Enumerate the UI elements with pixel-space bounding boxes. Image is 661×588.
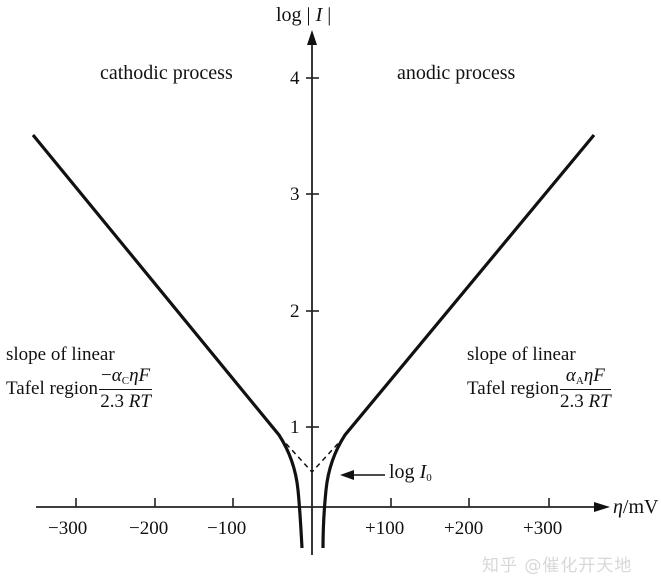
eta-f-text: ηF	[129, 365, 151, 386]
alpha-subscript: A	[575, 375, 584, 387]
y-axis-arrow-icon	[307, 30, 317, 45]
cathodic-slope-numerator: −αCηF	[99, 365, 153, 390]
x-tick-label: −300	[48, 518, 88, 539]
den-number: 2.3	[100, 391, 129, 412]
cathodic-slope-line1: slope of linear	[6, 344, 115, 365]
y-axis-label-suffix: |	[322, 4, 332, 26]
alpha-subscript: C	[121, 375, 130, 387]
anodic-slope-denominator: 2.3 RT	[560, 390, 611, 411]
anodic-slope-region-text: Tafel region	[467, 378, 560, 399]
x-axis-arrow-icon	[594, 502, 610, 512]
y-ticks	[306, 77, 319, 428]
alpha-symbol: α	[565, 365, 576, 386]
x-tick-label: +200	[444, 518, 484, 539]
y-axis-label: log | I |	[276, 5, 331, 25]
alpha-symbol: α	[111, 365, 122, 386]
y-tick-label: 4	[290, 68, 300, 89]
anodic-slope-line2: Tafel region αAηF 2.3 RT	[467, 366, 611, 411]
anodic-extrapolation	[311, 436, 345, 473]
y-tick-label: 1	[290, 417, 300, 438]
log-i0-prefix: log	[389, 461, 420, 483]
x-axis-label-unit: /mV	[622, 496, 659, 518]
x-axis-label: η/mV	[613, 497, 658, 517]
cathodic-slope-denominator: 2.3 RT	[99, 390, 152, 411]
cathodic-slope-fraction: −αCηF 2.3 RT	[99, 365, 153, 411]
anodic-slope-line1: slope of linear	[467, 344, 576, 365]
cathodic-curve	[31, 133, 304, 549]
anodic-slope-fraction: αAηF 2.3 RT	[560, 366, 611, 411]
log-i0-arrow-icon	[340, 470, 354, 480]
cathodic-extrapolation	[279, 436, 313, 473]
cathodic-slope-region-text: Tafel region	[6, 378, 99, 399]
eta-f-text: ηF	[583, 365, 605, 386]
den-number: 2.3	[560, 391, 589, 412]
x-tick-label: +300	[523, 518, 563, 539]
y-tick-label: 3	[290, 184, 300, 205]
y-axis-label-var: I	[315, 4, 323, 26]
x-tick-label: −100	[207, 518, 247, 539]
x-tick-label: −200	[129, 518, 169, 539]
log-i0-var: I	[419, 461, 427, 483]
log-i0-subscript: 0	[426, 472, 432, 484]
cathodic-process-label: cathodic process	[100, 62, 233, 84]
minus-sign: −	[101, 365, 112, 386]
anodic-process-label: anodic process	[397, 62, 516, 84]
anodic-curve	[321, 133, 596, 549]
y-tick-label: 2	[290, 301, 300, 322]
x-axis-label-var: η	[613, 496, 623, 518]
den-var: RT	[588, 391, 611, 412]
y-axis-label-prefix: log |	[276, 4, 316, 26]
den-var: RT	[128, 391, 151, 412]
log-i0-label: log I0	[389, 462, 432, 484]
watermark: 知乎 @催化开天地	[482, 556, 633, 576]
cathodic-slope-line2: Tafel region −αCηF 2.3 RT	[6, 365, 153, 411]
anodic-slope-numerator: αAηF	[560, 366, 611, 390]
x-ticks	[75, 498, 550, 507]
x-tick-label: +100	[365, 518, 405, 539]
